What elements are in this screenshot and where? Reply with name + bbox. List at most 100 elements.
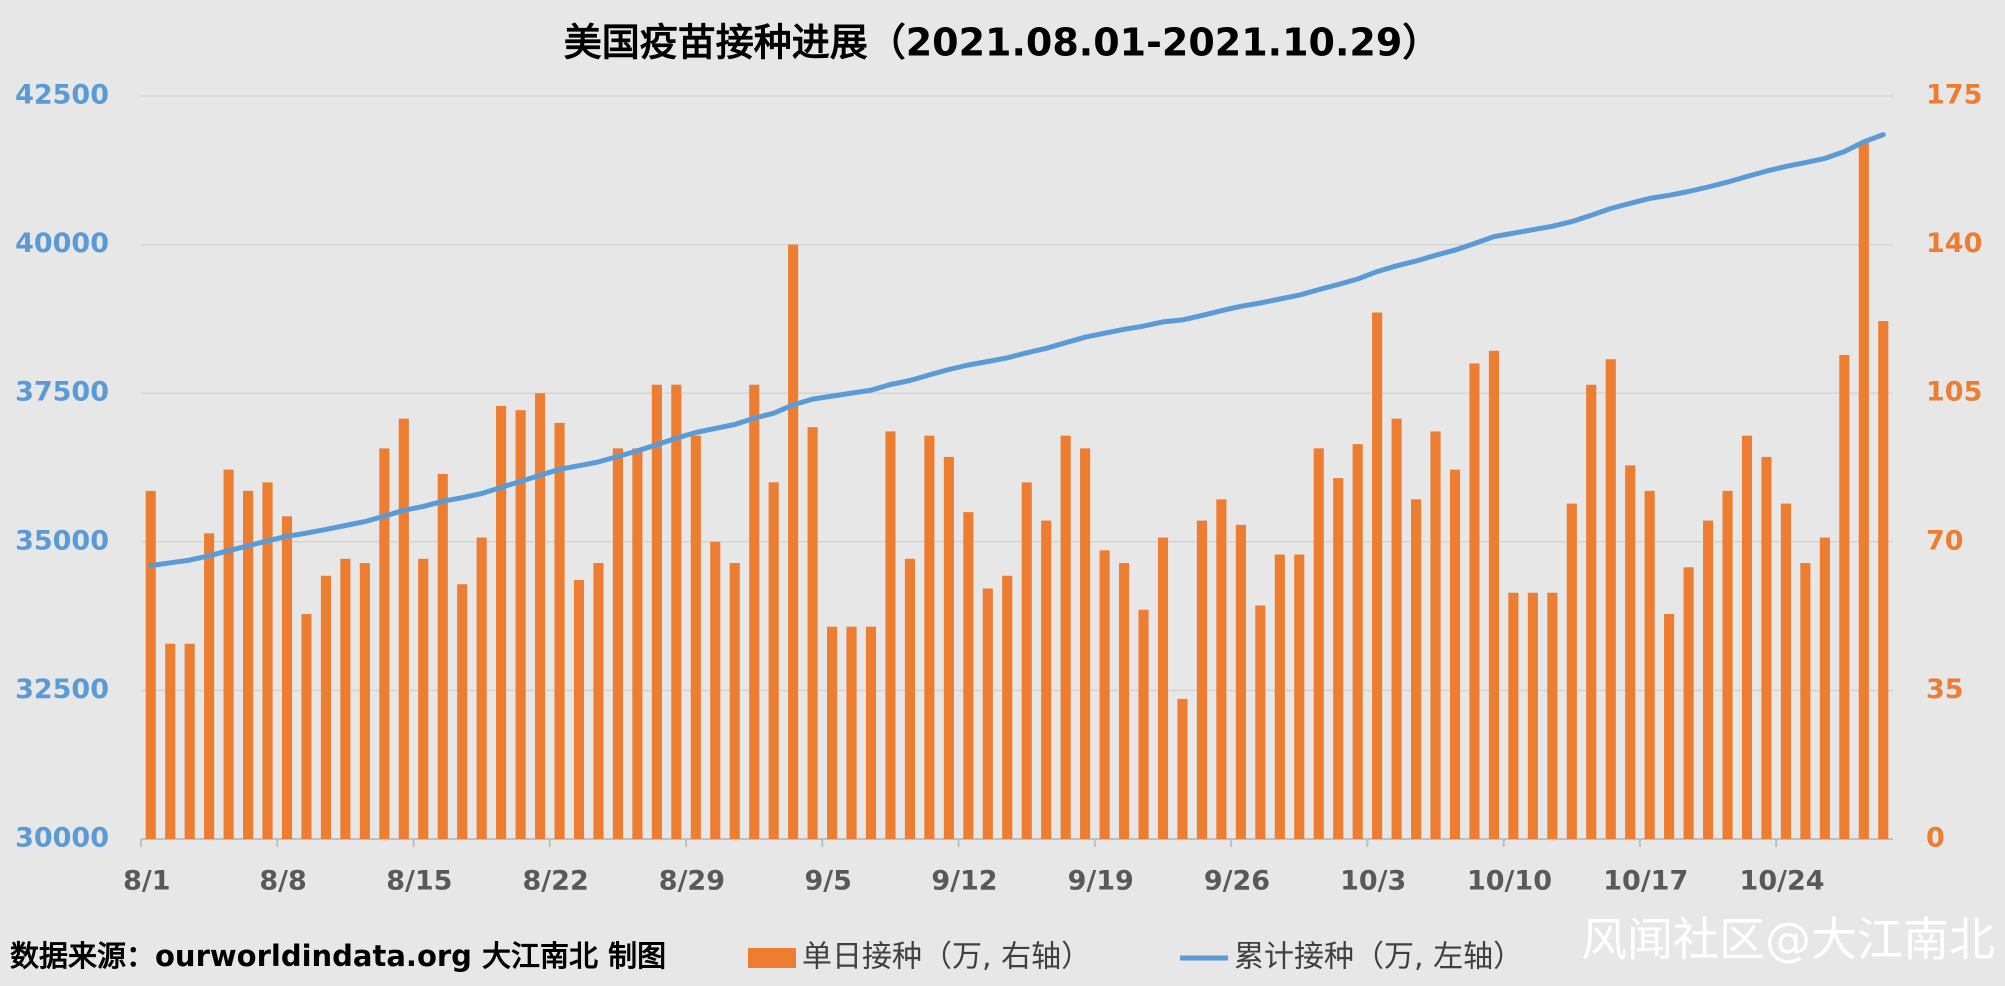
bar <box>885 431 896 839</box>
bar <box>1157 537 1169 839</box>
bar <box>165 643 176 839</box>
x-tick-label: 10/10 <box>1467 866 1552 897</box>
bar <box>1469 363 1480 839</box>
bar <box>651 384 662 839</box>
bar <box>982 588 993 839</box>
x-tick-label: 8/22 <box>523 866 589 897</box>
bar <box>1099 550 1110 839</box>
bar <box>768 482 779 839</box>
source-note: 数据来源：ourworldindata.org 大江南北 制图 <box>10 939 666 973</box>
bar <box>1488 350 1499 839</box>
x-tick-label: 9/12 <box>931 866 997 897</box>
bar <box>1858 142 1869 839</box>
bar <box>846 626 857 839</box>
bar <box>1430 431 1441 839</box>
bar <box>943 456 954 839</box>
bar <box>1508 592 1519 839</box>
bar <box>281 516 293 839</box>
bar <box>496 405 507 839</box>
bar <box>184 643 195 839</box>
bar <box>827 626 838 839</box>
bar <box>1216 499 1227 839</box>
bar <box>1625 465 1636 839</box>
x-tick-label: 8/15 <box>386 866 452 897</box>
bar <box>963 512 974 839</box>
bar <box>457 584 468 839</box>
bar <box>1547 592 1558 839</box>
bar <box>924 435 935 839</box>
bar <box>1235 524 1246 839</box>
bar <box>1527 592 1538 839</box>
bar <box>1391 418 1402 839</box>
bar <box>1605 359 1616 839</box>
bar <box>1041 520 1052 839</box>
bar <box>1839 354 1850 839</box>
bar <box>145 490 156 839</box>
bar <box>554 422 565 839</box>
bar <box>807 427 818 839</box>
y2-tick-label: 175 <box>1926 80 1982 111</box>
x-tick-label: 9/26 <box>1204 866 1270 897</box>
bar <box>1021 482 1032 839</box>
y2-tick-label: 105 <box>1926 377 1982 408</box>
bar <box>904 558 915 839</box>
bar <box>1333 478 1344 839</box>
bar <box>1664 613 1675 839</box>
chart-title: 美国疫苗接种进展（2021.08.01-2021.10.29） <box>564 21 1441 65</box>
y-tick-label: 32500 <box>15 674 109 705</box>
legend-label: 单日接种（万, 右轴） <box>802 940 1091 975</box>
bar <box>1196 520 1207 839</box>
bar <box>1703 520 1714 839</box>
bar <box>515 410 526 839</box>
bar <box>1177 698 1188 839</box>
bar <box>1780 503 1791 839</box>
bar <box>1819 537 1830 839</box>
line <box>148 132 1886 569</box>
x-tick-label: 8/1 <box>123 866 170 897</box>
bar <box>1586 384 1597 839</box>
bar <box>749 384 760 839</box>
bar <box>1722 490 1733 839</box>
bar <box>1274 554 1285 839</box>
bar <box>632 448 643 839</box>
bar <box>710 541 721 839</box>
x-tick-label: 8/29 <box>659 866 725 897</box>
x-tick-label: 10/17 <box>1603 866 1688 897</box>
y-tick-label: 40000 <box>15 228 109 259</box>
bar <box>340 558 351 839</box>
bar <box>535 393 546 839</box>
bar <box>243 490 254 839</box>
bar <box>1449 469 1461 839</box>
x-tick-label: 10/24 <box>1740 866 1825 897</box>
bar <box>788 244 799 840</box>
bar <box>1411 499 1422 839</box>
bar <box>1313 448 1324 839</box>
y-tick-label: 35000 <box>15 525 109 556</box>
bar <box>1683 567 1694 839</box>
x-tick-label: 9/5 <box>804 866 851 897</box>
legend-label: 累计接种（万, 左轴） <box>1234 940 1523 975</box>
bar <box>865 626 877 839</box>
y-tick-label: 30000 <box>15 823 109 854</box>
y-tick-label: 42500 <box>15 80 109 111</box>
bar <box>1761 456 1772 839</box>
bar <box>320 575 331 839</box>
bar <box>398 418 409 839</box>
bar <box>359 563 370 839</box>
y2-tick-label: 0 <box>1926 823 1945 854</box>
bar <box>690 435 701 839</box>
bar <box>1119 563 1130 839</box>
bar <box>476 537 487 839</box>
bar <box>301 613 312 839</box>
bar <box>204 533 215 839</box>
y-tick-label: 37500 <box>15 377 109 408</box>
bar <box>1002 575 1013 839</box>
bar <box>1294 554 1305 839</box>
bar <box>418 558 429 839</box>
x-tick-label: 10/3 <box>1340 866 1406 897</box>
y2-tick-label: 35 <box>1926 674 1964 705</box>
bar <box>1741 435 1753 839</box>
bar <box>1080 448 1091 839</box>
